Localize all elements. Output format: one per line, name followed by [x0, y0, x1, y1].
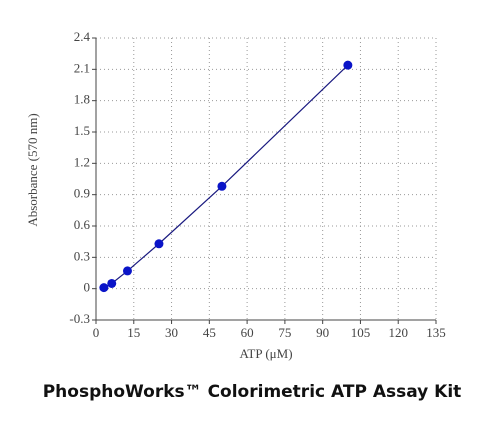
- data-point: [122, 266, 132, 276]
- data-point: [217, 181, 227, 191]
- y-axis-label: Absorbance (570 nm): [25, 113, 40, 226]
- x-tick-label: 30: [165, 325, 178, 340]
- y-tick-label: 0.3: [74, 248, 90, 263]
- x-tick-label: 135: [426, 325, 446, 340]
- x-tick-label: 0: [93, 325, 100, 340]
- y-tick-label: 2.4: [74, 29, 91, 44]
- data-point: [154, 239, 164, 249]
- chart-title: PhosphoWorks™ Colorimetric ATP Assay Kit: [43, 382, 462, 402]
- x-tick-label: 120: [388, 325, 408, 340]
- y-tick-label: 0.9: [74, 186, 90, 201]
- y-tick-label: 0.6: [74, 217, 91, 232]
- x-tick-label: 15: [127, 325, 140, 340]
- x-axis-label: ATP (μM): [239, 346, 292, 361]
- y-tick-label: 2.1: [74, 60, 90, 75]
- y-tick-label: 1.5: [74, 123, 90, 138]
- y-tick-label: 1.8: [74, 92, 90, 107]
- y-tick-label: 1.2: [74, 154, 90, 169]
- x-tick-label: 75: [278, 325, 291, 340]
- data-point: [99, 283, 109, 293]
- x-tick-label: 60: [241, 325, 254, 340]
- y-tick-label: 0: [84, 280, 91, 295]
- x-tick-label: 105: [351, 325, 371, 340]
- x-tick-label: 45: [203, 325, 216, 340]
- axes: ATP (μM) Absorbance (570 nm) -0.300.30.6…: [25, 29, 446, 361]
- data-point: [343, 60, 353, 70]
- series-line: [103, 64, 349, 289]
- y-tick-label: -0.3: [69, 311, 90, 326]
- data-point: [107, 278, 117, 288]
- x-tick-label: 90: [316, 325, 329, 340]
